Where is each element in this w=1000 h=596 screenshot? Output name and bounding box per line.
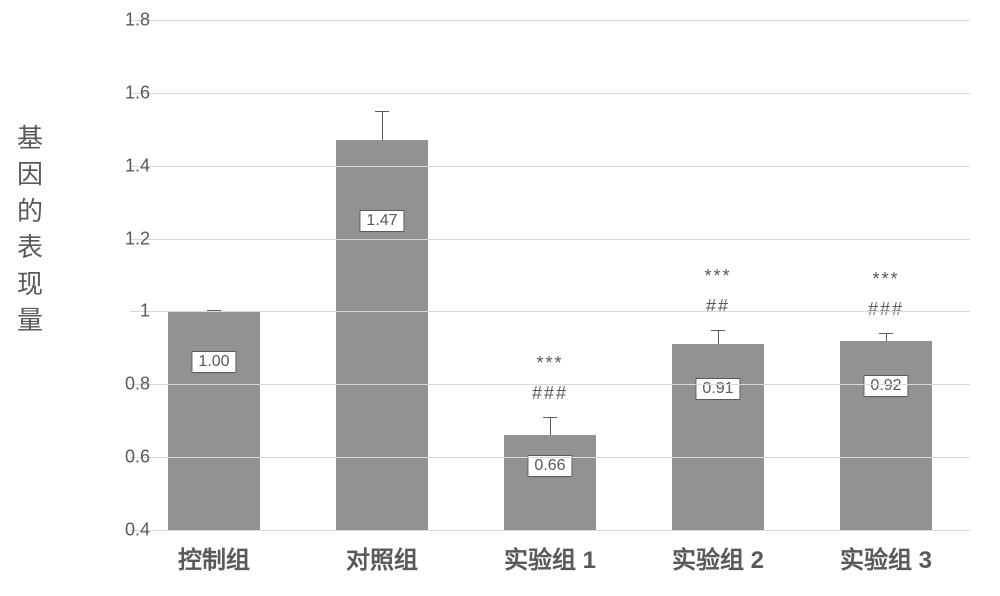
y-axis-title: 基因的表现量 — [10, 120, 50, 338]
error-bar — [382, 111, 383, 140]
gridline — [130, 457, 970, 458]
bar — [168, 311, 260, 530]
error-cap — [711, 330, 725, 331]
error-bar — [718, 330, 719, 345]
bar — [840, 341, 932, 530]
gridline — [130, 20, 970, 21]
error-cap — [543, 417, 557, 418]
bar — [672, 344, 764, 530]
bar — [336, 140, 428, 530]
y-tick-label: 1 — [100, 301, 150, 322]
bars-layer: 1.00 1.47 0.66 *** ### 0.91 *** ## 0.92 *** ### — [130, 20, 970, 530]
y-tick-label: 0.6 — [100, 447, 150, 468]
y-tick-label: 1.6 — [100, 82, 150, 103]
significance-annotation: ### — [868, 299, 904, 320]
significance-annotation: *** — [872, 269, 899, 290]
error-cap — [879, 333, 893, 334]
bar-value-label: 0.91 — [695, 378, 740, 400]
x-tick-label: 控制组 — [178, 540, 250, 575]
significance-annotation: ## — [706, 296, 730, 317]
gridline — [130, 239, 970, 240]
significance-annotation: ### — [532, 383, 568, 404]
y-tick-label: 1.4 — [100, 155, 150, 176]
x-tick-label: 实验组 3 — [840, 540, 932, 575]
error-bar — [550, 417, 551, 435]
plot-area: 1.00 1.47 0.66 *** ### 0.91 *** ## 0.92 *** ### — [130, 20, 970, 530]
gridline — [130, 311, 970, 312]
x-tick-label: 对照组 — [346, 540, 418, 575]
bar-value-label: 1.00 — [191, 351, 236, 373]
error-cap — [375, 111, 389, 112]
significance-annotation: *** — [536, 353, 563, 374]
gridline — [130, 93, 970, 94]
bar-value-label: 1.47 — [359, 210, 404, 232]
y-tick-label: 0.4 — [100, 520, 150, 541]
bar — [504, 435, 596, 530]
gridline — [130, 384, 970, 385]
bar-value-label: 0.66 — [527, 455, 572, 477]
error-bar — [886, 333, 887, 340]
y-tick-label: 1.8 — [100, 10, 150, 31]
gridline — [130, 530, 970, 531]
x-tick-label: 实验组 1 — [504, 540, 596, 575]
x-tick-label: 实验组 2 — [672, 540, 764, 575]
y-tick-label: 1.2 — [100, 228, 150, 249]
bar-chart: 基因的表现量 1.00 1.47 0.66 *** ### 0.91 *** ## 0.92 **… — [0, 0, 1000, 596]
bar-value-label: 0.92 — [863, 375, 908, 397]
significance-annotation: *** — [704, 266, 731, 287]
gridline — [130, 166, 970, 167]
y-tick-label: 0.8 — [100, 374, 150, 395]
